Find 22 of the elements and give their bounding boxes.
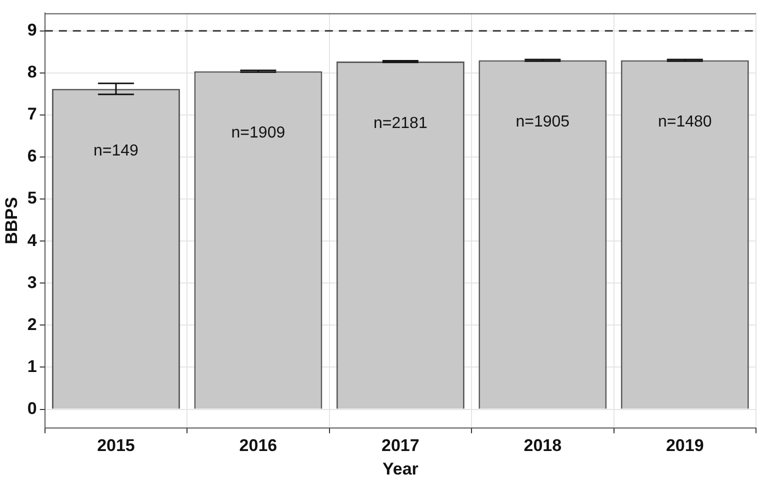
x-tick-label: 2018 (524, 436, 562, 456)
annotation: n=2181 (374, 114, 428, 132)
y-tick-label: 3 (27, 272, 37, 292)
y-tick-label: 0 (27, 398, 37, 418)
y-axis-title: BBPS (2, 197, 21, 244)
x-tick-label: 2017 (382, 436, 420, 456)
annotation: n=1480 (658, 114, 712, 131)
x-tick-label: 2015 (97, 436, 135, 456)
x-tick-label: 2016 (239, 436, 278, 456)
y-tick-label: 2 (27, 314, 37, 334)
x-tick-label: 2019 (666, 436, 704, 456)
annotation: n=1909 (231, 124, 286, 142)
annotation: n=149 (94, 142, 139, 160)
y-tick-label: 5 (27, 188, 37, 208)
y-tick-label: 8 (27, 62, 37, 82)
y-tick-label: 9 (27, 20, 37, 40)
annotation: n=1905 (516, 114, 570, 131)
x-axis-title: Year (382, 459, 419, 478)
y-tick-label: 4 (27, 230, 38, 250)
y-tick-label: 7 (27, 104, 37, 124)
y-tick-label: 1 (27, 356, 37, 376)
y-tick-label: 6 (27, 146, 37, 166)
